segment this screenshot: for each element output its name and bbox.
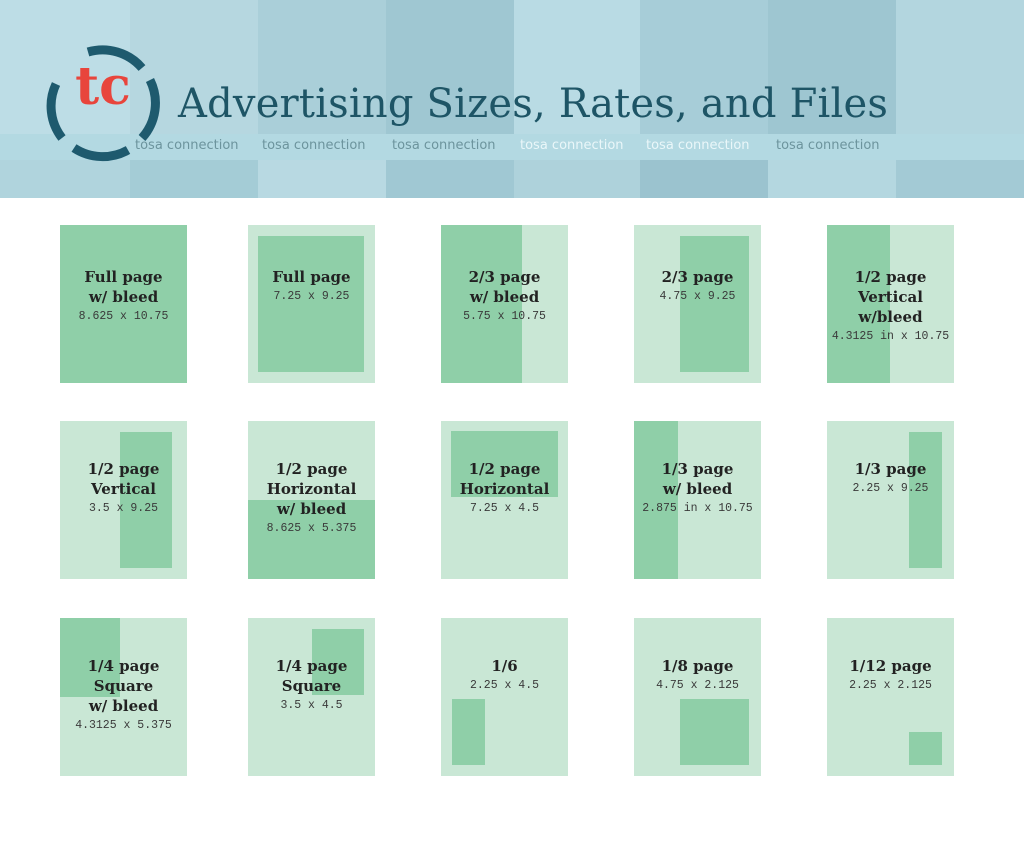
ad-card-size: 8.625 x 5.375 xyxy=(266,522,357,535)
ad-card-size: 4.3125 in x 10.75 xyxy=(831,330,950,343)
ad-card: 1/2 page Vertical 3.5 x 9.25 xyxy=(60,421,187,579)
cover-caption: tosa connection xyxy=(392,138,496,153)
ad-card-name: 1/4 page Square w/ bleed xyxy=(87,657,160,715)
ad-card: 1/4 page Square w/ bleed 4.3125 x 5.375 xyxy=(60,618,187,776)
ad-card-size: 2.25 x 2.125 xyxy=(849,679,932,692)
cover-caption: tosa connection xyxy=(262,138,366,153)
ad-card-name: 2/3 page w/ bleed xyxy=(468,268,541,306)
ad-card-name: 1/2 page Vertical w/bleed xyxy=(854,268,927,326)
ad-card-size: 7.25 x 4.5 xyxy=(469,502,539,515)
ad-card-name: Full page xyxy=(272,268,351,286)
ad-card-name: 1/12 page xyxy=(849,657,932,675)
ad-card-name: 1/4 page Square xyxy=(275,657,348,695)
ad-card: 1/2 page Horizontal w/ bleed 8.625 x 5.3… xyxy=(248,421,375,579)
ad-card-size: 5.75 x 10.75 xyxy=(463,310,546,323)
ad-card: 1/12 page 2.25 x 2.125 xyxy=(827,618,954,776)
ad-card: 1/2 page Vertical w/bleed 4.3125 in x 10… xyxy=(827,225,954,383)
ad-card: 1/8 page 4.75 x 2.125 xyxy=(634,618,761,776)
ad-card: Full page w/ bleed 8.625 x 10.75 xyxy=(60,225,187,383)
cover-caption: tosa connection xyxy=(776,138,880,153)
ad-card-size: 4.75 x 9.25 xyxy=(659,290,736,303)
cover-caption: tosa connection xyxy=(135,138,239,153)
ad-card: 2/3 page w/ bleed 5.75 x 10.75 xyxy=(441,225,568,383)
ad-card-name: 1/8 page xyxy=(661,657,734,675)
ad-card-size: 3.5 x 9.25 xyxy=(88,502,158,515)
ad-card-size: 2.25 x 4.5 xyxy=(469,679,539,692)
ad-card-size: 2.25 x 9.25 xyxy=(852,482,929,495)
cover-caption: tosa connection xyxy=(646,138,750,153)
ad-card: 1/6 2.25 x 4.5 xyxy=(441,618,568,776)
ad-card-size: 8.625 x 10.75 xyxy=(78,310,169,323)
ad-card-name: 1/2 page Horizontal xyxy=(459,460,550,498)
cover-caption: tosa connection xyxy=(520,138,624,153)
ad-card-name: 1/2 page Horizontal w/ bleed xyxy=(266,460,357,518)
tc-logo-icon: tc xyxy=(46,45,160,162)
ad-card: 1/2 page Horizontal 7.25 x 4.5 xyxy=(441,421,568,579)
page-title: Advertising Sizes, Rates, and Files xyxy=(178,81,889,127)
ad-card-name: 2/3 page xyxy=(661,268,734,286)
ad-card-name: 1/2 page Vertical xyxy=(87,460,160,498)
ad-card: 1/3 page 2.25 x 9.25 xyxy=(827,421,954,579)
ad-card: Full page 7.25 x 9.25 xyxy=(248,225,375,383)
ad-card-name: Full page w/ bleed xyxy=(84,268,163,306)
ad-card-size: 3.5 x 4.5 xyxy=(280,699,343,712)
ad-card-size: 2.875 in x 10.75 xyxy=(642,502,753,515)
ad-card-name: 1/6 xyxy=(491,657,518,675)
header-banner: tosa connection tosa connection tosa con… xyxy=(0,0,1024,198)
ad-card: 2/3 page 4.75 x 9.25 xyxy=(634,225,761,383)
ad-card-size: 4.75 x 2.125 xyxy=(656,679,739,692)
ad-card: 1/3 page w/ bleed 2.875 in x 10.75 xyxy=(634,421,761,579)
ad-card: 1/4 page Square 3.5 x 4.5 xyxy=(248,618,375,776)
magazine-cover-collage xyxy=(0,0,1024,198)
ad-card-name: 1/3 page w/ bleed xyxy=(661,460,734,498)
logo-letters: tc xyxy=(75,56,131,117)
ad-card-size: 7.25 x 9.25 xyxy=(273,290,350,303)
ad-card-size: 4.3125 x 5.375 xyxy=(75,719,172,732)
ad-card-name: 1/3 page xyxy=(854,460,927,478)
